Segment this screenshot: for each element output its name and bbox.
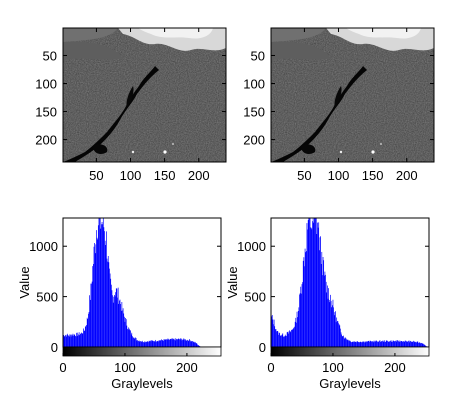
image-panel-1: 50 100 150 200 50 100 150 200 <box>35 27 227 183</box>
image-panel-2: 50 100 150 200 50 100 150 200 <box>243 27 435 183</box>
x-tick-label: 100 <box>120 168 142 183</box>
x-tick-label: 0 <box>59 360 66 375</box>
y-axis-label: Value <box>17 266 32 298</box>
x-tick-label: 100 <box>114 360 136 375</box>
x-axis-label: Graylevels <box>319 376 381 391</box>
x-tick-label: 150 <box>154 168 176 183</box>
y-tick-label: 100 <box>243 77 265 92</box>
x-axis-label: Graylevels <box>111 376 173 391</box>
y-axis-label: Value <box>225 266 240 298</box>
x-tick-label: 150 <box>362 168 384 183</box>
y-tick-label: 1000 <box>29 239 58 254</box>
grayscale-colorbar <box>62 346 222 357</box>
y-tick-label: 50 <box>43 48 57 63</box>
x-tick-label: 200 <box>384 360 406 375</box>
x-tick-label: 200 <box>176 360 198 375</box>
y-tick-label: 100 <box>35 77 57 92</box>
y-tick-label: 200 <box>35 133 57 148</box>
y-tick-label: 200 <box>243 133 265 148</box>
x-tick-label: 200 <box>396 168 418 183</box>
x-tick-label: 0 <box>267 360 274 375</box>
histogram-bars <box>62 218 203 347</box>
y-tick-label: 150 <box>243 105 265 120</box>
x-tick-label: 200 <box>188 168 210 183</box>
y-tick-label: 150 <box>35 105 57 120</box>
x-tick-label: 50 <box>297 168 311 183</box>
y-tick-label: 0 <box>51 340 58 355</box>
x-tick-label: 100 <box>322 360 344 375</box>
y-tick-label: 1000 <box>237 239 266 254</box>
histogram-bars <box>270 218 429 347</box>
y-tick-label: 500 <box>244 290 266 305</box>
x-tick-label: 100 <box>328 168 350 183</box>
grayscale-colorbar <box>270 346 430 357</box>
y-tick-label: 50 <box>251 48 265 63</box>
y-tick-label: 0 <box>259 340 266 355</box>
y-tick-label: 500 <box>36 290 58 305</box>
x-tick-label: 50 <box>89 168 103 183</box>
